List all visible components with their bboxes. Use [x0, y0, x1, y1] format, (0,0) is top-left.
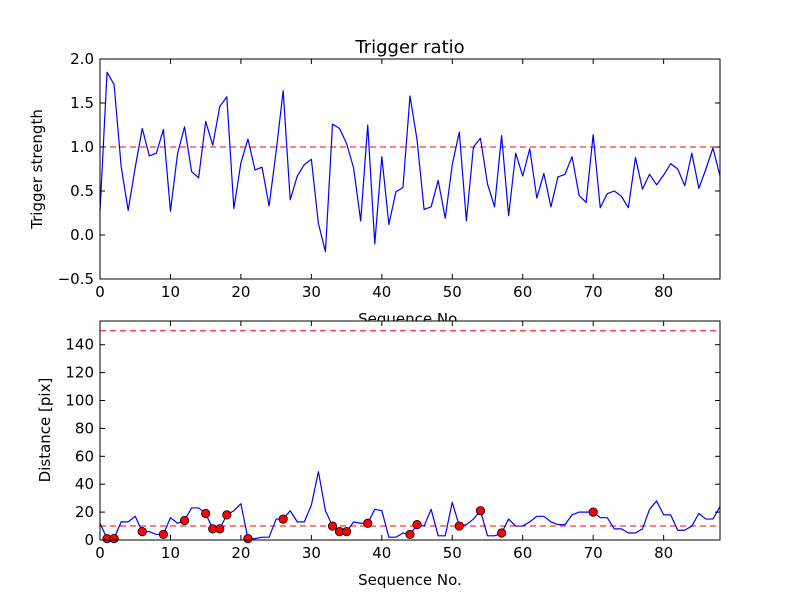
y-tick-label: 0: [84, 531, 94, 549]
y-tick-label: 20: [75, 503, 94, 521]
x-tick-label: 0: [95, 544, 105, 562]
x-tick-label: 40: [372, 544, 391, 562]
data-point: [454, 521, 464, 531]
y-tick-label: 0.5: [70, 182, 94, 200]
data-point: [243, 534, 253, 544]
axes-frame: [99, 320, 721, 541]
data-point: [222, 510, 232, 520]
x-tick-label: 40: [372, 283, 391, 301]
y-tick-label: 60: [75, 447, 94, 465]
x-tick-label: 10: [161, 544, 180, 562]
series-line-0: [99, 71, 721, 253]
y-tick-label: 140: [65, 336, 94, 354]
x-tick-label: 80: [654, 283, 673, 301]
data-point: [475, 506, 486, 516]
x-tick-label: 30: [302, 544, 321, 562]
data-point: [496, 528, 507, 538]
x-tick-label: 70: [584, 544, 603, 562]
data-point: [412, 520, 422, 530]
data-point: [405, 529, 415, 540]
y-tick-label: 80: [75, 419, 94, 437]
y-tick-label: −0.5: [58, 270, 94, 288]
x-tick-label: 80: [654, 544, 673, 562]
data-point: [278, 514, 288, 524]
y-tick-label: 1.0: [70, 138, 94, 156]
data-point: [215, 524, 225, 534]
x-tick-label: 10: [161, 283, 180, 301]
x-tick-label: 60: [513, 283, 532, 301]
axes-frame: [99, 58, 721, 280]
y-tick-label: 120: [65, 364, 94, 382]
y-axis-label: Distance [pix]: [36, 378, 54, 483]
x-tick-label: 50: [443, 283, 462, 301]
x-axis-label: Sequence No.: [358, 571, 462, 589]
data-point: [137, 527, 147, 537]
plot-area: [100, 321, 720, 540]
data-point: [201, 508, 211, 519]
plot-area: [100, 59, 720, 279]
y-tick-label: 1.5: [70, 94, 94, 112]
x-tick-label: 20: [231, 544, 250, 562]
x-tick-label: 20: [231, 283, 250, 301]
distance-panel: Sequence No. Distance [pix] 0 10 20 30 40 50 6…: [36, 320, 721, 589]
chart-title: Trigger ratio: [354, 37, 464, 58]
y-tick-label: 100: [65, 392, 94, 410]
data-point: [588, 507, 598, 517]
x-tick-label: 50: [443, 544, 462, 562]
y-tick-label: 2.0: [70, 50, 94, 68]
data-point: [363, 518, 373, 528]
data-point: [179, 515, 190, 526]
trigger-ratio-panel: Trigger ratio Sequence No. Trigger stren…: [28, 37, 721, 328]
data-point: [327, 521, 338, 531]
y-tick-label: 0.0: [70, 226, 94, 244]
x-tick-label: 60: [513, 544, 532, 562]
data-point: [158, 529, 169, 540]
data-point: [109, 534, 119, 544]
data-point: [341, 527, 352, 537]
x-tick-label: 0: [95, 283, 105, 301]
y-tick-label: 40: [75, 475, 94, 493]
y-axis-label: Trigger strength: [28, 109, 46, 230]
x-tick-label: 30: [302, 283, 321, 301]
x-tick-label: 70: [584, 283, 603, 301]
